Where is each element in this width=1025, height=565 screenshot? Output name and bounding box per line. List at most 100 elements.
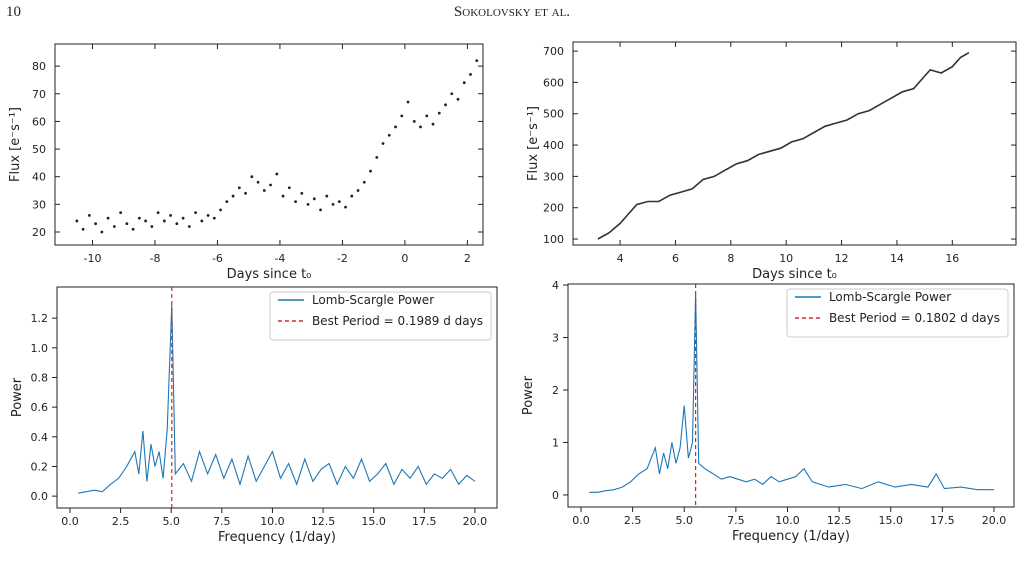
point	[256, 180, 260, 184]
point	[94, 222, 98, 226]
x-tick-label: 4	[617, 252, 624, 265]
x-tick-label: 2.5	[624, 514, 642, 527]
y-tick-label: 0.6	[31, 401, 49, 414]
point	[412, 120, 416, 123]
y-tick-label: 0.0	[31, 490, 49, 503]
y-tick-label: 0.8	[31, 371, 49, 384]
x-tick-label: 7.5	[213, 515, 231, 528]
x-axis-label: Frequency (1/day)	[218, 530, 336, 545]
y-axis-label: Flux [e⁻s⁻¹]	[8, 107, 23, 182]
point	[337, 200, 341, 203]
point	[225, 200, 229, 203]
x-tick-label: -10	[84, 252, 102, 265]
point	[394, 125, 397, 129]
x-tick-label: 10.0	[260, 515, 285, 528]
y-tick-label: 50	[32, 143, 46, 156]
point	[450, 92, 454, 96]
point	[100, 230, 104, 234]
point	[462, 81, 466, 85]
legend-box	[786, 288, 1009, 338]
chart: 0.0 2.5 5.0 7.5 10.0 12.5 15.0 17.5 20.0 0 1 2 3 4 Fre…	[521, 279, 1015, 544]
y-axis-label: Power	[10, 377, 25, 417]
y-tick-label: 0.4	[31, 431, 49, 444]
line	[589, 292, 994, 493]
y-tick-label: 100	[543, 233, 564, 246]
running-title: Sokolovsky et al.	[454, 4, 570, 20]
point	[112, 225, 116, 228]
plot-frame	[572, 41, 1017, 246]
y-tick-label: 400	[543, 139, 564, 152]
plot-frame	[56, 286, 498, 509]
y-axis-label: Flux [e⁻s⁻¹]	[526, 106, 541, 181]
x-tick-label: 20.0	[463, 515, 488, 528]
point	[269, 183, 272, 187]
x-axis-label: Days since t₀	[227, 267, 312, 282]
point	[419, 125, 422, 129]
y-tick-label: 200	[543, 202, 564, 215]
point	[294, 200, 297, 203]
legend-box	[269, 291, 492, 341]
x-tick-label: -8	[149, 252, 160, 265]
line	[77, 304, 476, 494]
x-tick-label: 12	[835, 252, 849, 265]
y-tick-label: 60	[32, 115, 46, 128]
x-tick-label: 7.5	[727, 514, 745, 527]
x-tick-label: 15.0	[361, 515, 386, 528]
point	[200, 219, 204, 223]
y-tick-label: 4	[552, 279, 559, 292]
x-tick-label: 10.0	[775, 514, 800, 527]
point	[212, 216, 216, 220]
point	[281, 194, 285, 198]
x-tick-label: 12.5	[311, 515, 336, 528]
y-tick-label: 20	[32, 226, 46, 239]
x-tick-label: 0	[401, 252, 408, 265]
x-tick-label: 10	[779, 252, 793, 265]
point	[444, 103, 447, 107]
page-number: 10	[6, 4, 21, 20]
y-tick-label: 0	[552, 489, 559, 502]
y-tick-label: 3	[552, 332, 559, 345]
point	[137, 216, 141, 220]
point	[175, 222, 179, 226]
chart: -10 -8 -6 -4 -2 0 2 20 30 40 50 60 70 80 Days since t₀…	[8, 43, 484, 282]
point	[150, 225, 154, 228]
x-tick-label: 2.5	[112, 515, 130, 528]
point	[362, 180, 366, 184]
point	[275, 172, 279, 176]
point	[400, 114, 404, 118]
point	[125, 222, 129, 226]
point	[106, 216, 110, 220]
legend: Lomb-Scargle Power Best Period = 0.1989 d…	[269, 291, 492, 341]
y-tick-label: 1.0	[31, 342, 49, 355]
point	[144, 219, 147, 223]
x-tick-label: 16	[945, 252, 959, 265]
x-tick-label: 14	[890, 252, 904, 265]
point	[219, 208, 222, 212]
x-tick-label: 20.0	[982, 514, 1007, 527]
point	[81, 227, 85, 231]
legend-label: Lomb-Scargle Power	[829, 290, 951, 304]
point	[131, 227, 135, 231]
legend-label: Lomb-Scargle Power	[312, 293, 434, 307]
chart: 0.0 2.5 5.0 7.5 10.0 12.5 15.0 17.5 20.0 0.0 0.2 0.…	[10, 286, 498, 545]
x-tick-label: 6	[672, 252, 679, 265]
y-tick-label: 2	[552, 384, 559, 397]
y-tick-label: 70	[32, 88, 46, 101]
y-axis-label: Power	[521, 375, 536, 415]
x-tick-label: 5.0	[162, 515, 180, 528]
point	[331, 202, 335, 206]
legend-label: Best Period = 0.1989 d days	[312, 314, 483, 328]
point	[319, 208, 322, 212]
point	[87, 214, 91, 217]
point	[375, 155, 379, 159]
y-tick-label: 80	[32, 60, 46, 73]
legend: Lomb-Scargle Power Best Period = 0.1802 d…	[786, 288, 1009, 338]
point	[156, 211, 160, 215]
point	[250, 175, 254, 179]
point	[406, 100, 410, 104]
point	[287, 186, 291, 190]
y-tick-label: 500	[543, 108, 564, 121]
point	[344, 205, 347, 209]
point	[475, 59, 479, 62]
